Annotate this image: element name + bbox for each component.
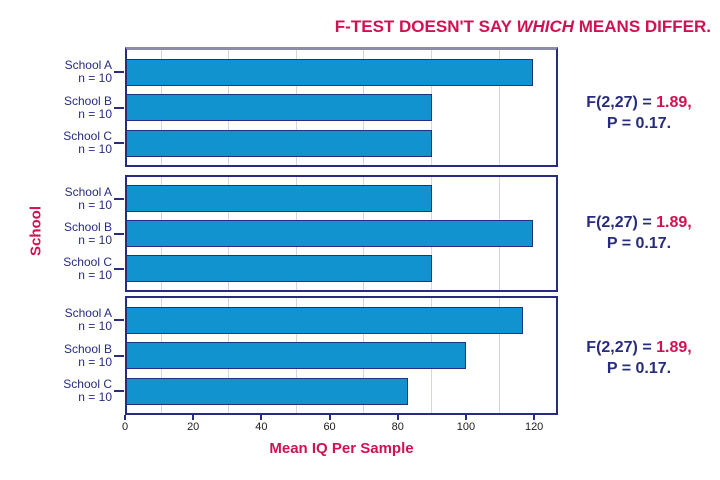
bar-label-school: School A	[64, 306, 112, 320]
chart-title-prefix: F-TEST DOESN'T SAY	[334, 17, 517, 36]
x-axis-tick-label: 40	[255, 421, 268, 433]
f-statistic-value: 1.89,	[656, 214, 692, 231]
chart-title: F-TEST DOESN'T SAY WHICH MEANS DIFFER.	[0, 17, 711, 37]
x-axis-title: Mean IQ Per Sample	[269, 440, 414, 457]
x-axis-tick	[396, 415, 399, 420]
f-test-annotation-2: F(2,27) = 1.89, P = 0.17.	[560, 212, 718, 254]
x-axis-tick	[533, 415, 536, 420]
bar-label-n: n = 10	[78, 354, 112, 369]
bar-label-n: n = 10	[78, 390, 112, 404]
bar-label-school: School A	[64, 58, 112, 72]
bar-label-n: n = 10	[78, 267, 112, 282]
chart-title-suffix: MEANS DIFFER.	[574, 17, 711, 36]
x-axis-tick	[464, 415, 467, 420]
category-tick	[114, 232, 124, 235]
bar	[127, 94, 433, 121]
x-axis-tick-label: 20	[187, 421, 200, 433]
p-value: P = 0.17.	[606, 360, 672, 377]
f-statistic-label: F(2,27) =	[586, 339, 657, 356]
category-tick	[114, 390, 124, 392]
x-axis-tick	[328, 415, 331, 420]
bar-label-n: n = 10	[78, 106, 112, 121]
f-test-annotation-3: F(2,27) = 1.89, P = 0.17.	[560, 337, 718, 379]
f-test-annotation-1: F(2,27) = 1.89, P = 0.17.	[560, 92, 718, 134]
bar	[127, 377, 409, 405]
category-tick	[114, 197, 124, 200]
chart-title-emphasis: WHICH	[516, 17, 575, 36]
bar	[127, 306, 524, 334]
bar-label-n: n = 10	[78, 142, 112, 156]
bar-label-school: School C	[63, 254, 112, 269]
y-axis-title: School	[27, 205, 45, 257]
bar-label-n: n = 10	[78, 71, 112, 85]
bar	[127, 129, 433, 157]
bar-label-school: School B	[63, 93, 112, 108]
bar	[127, 342, 466, 369]
category-tick	[114, 142, 124, 144]
bar-label-school: School B	[63, 219, 112, 234]
x-axis-tick-label: 100	[456, 421, 476, 433]
x-axis-tick	[124, 415, 126, 420]
f-statistic-label: F(2,27) =	[586, 94, 657, 111]
bar	[127, 255, 433, 282]
bar-label-n: n = 10	[78, 232, 112, 247]
category-tick	[114, 267, 124, 270]
bar	[127, 185, 433, 212]
category-tick	[114, 106, 124, 109]
x-axis-tick-label: 0	[121, 421, 129, 433]
x-axis-tick-label: 60	[323, 421, 336, 433]
x-axis-tick	[192, 415, 195, 420]
x-axis-tick	[260, 415, 263, 420]
bar-label-n: n = 10	[78, 197, 112, 212]
f-statistic-label: F(2,27) =	[586, 214, 657, 231]
bar-label-school: School C	[63, 377, 112, 391]
x-axis-tick-label: 80	[391, 421, 404, 433]
f-statistic-value: 1.89,	[656, 94, 692, 111]
category-tick	[114, 319, 124, 321]
p-value: P = 0.17.	[606, 115, 672, 132]
category-tick	[114, 354, 124, 357]
bar-label-school: School C	[63, 129, 112, 143]
bar	[127, 58, 534, 86]
category-tick	[114, 71, 124, 73]
bar-label-school: School B	[63, 341, 112, 356]
bar-label-school: School A	[64, 184, 112, 199]
bar	[127, 220, 534, 247]
f-statistic-value: 1.89,	[656, 339, 692, 356]
x-axis: 0 20 40 60 80 100 120	[121, 415, 558, 439]
gridline	[498, 298, 500, 413]
gridline	[498, 50, 500, 165]
x-axis-tick-label: 120	[524, 421, 544, 433]
bar-label-n: n = 10	[78, 319, 112, 333]
p-value: P = 0.17.	[606, 235, 672, 252]
